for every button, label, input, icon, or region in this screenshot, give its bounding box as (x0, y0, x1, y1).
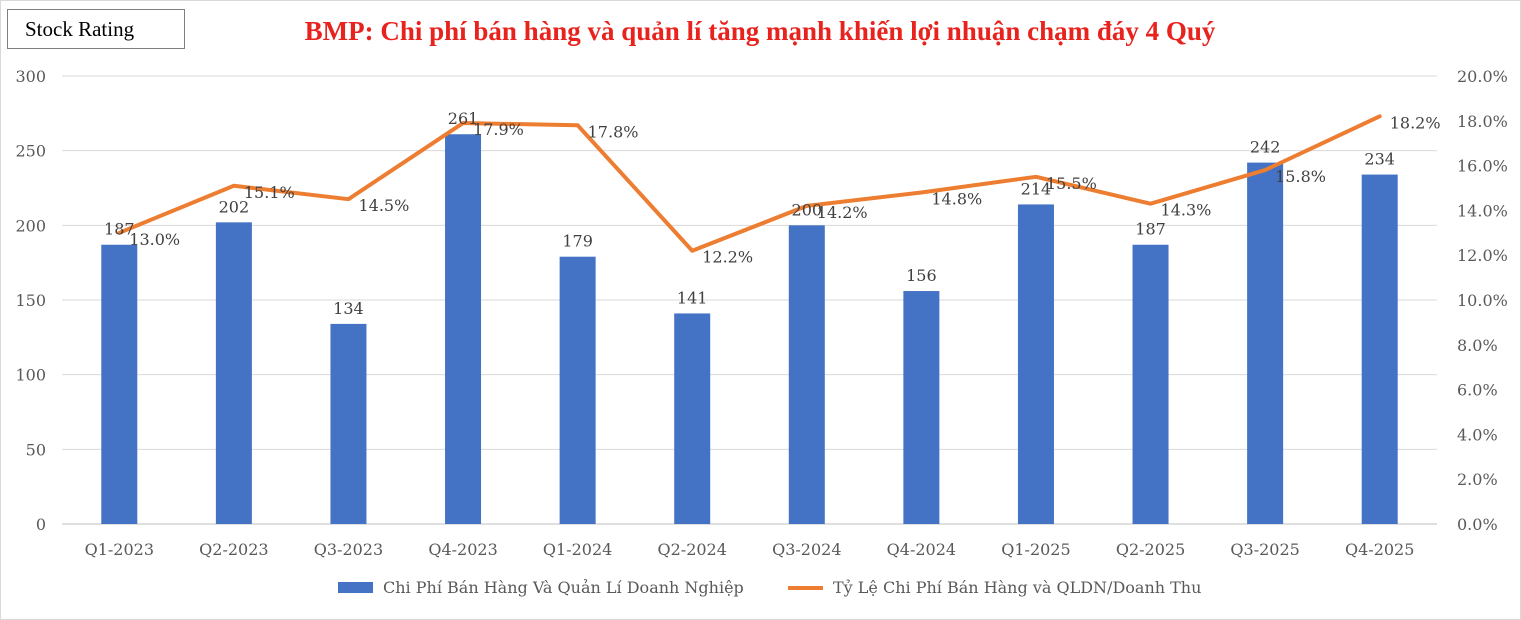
bar (1017, 204, 1054, 524)
bar (101, 244, 138, 524)
bar (674, 313, 711, 524)
bar-data-label: 261 (448, 109, 479, 128)
bar (1132, 244, 1169, 524)
x-tick-label: Q2-2025 (1116, 540, 1185, 559)
x-tick-label: Q1-2023 (85, 540, 154, 559)
stock-rating-badge: Stock Rating (7, 9, 185, 49)
bar (1247, 162, 1284, 524)
y-left-tick-label: 300 (15, 67, 46, 86)
line-data-label: 12.2% (702, 248, 753, 267)
y-right-tick-label: 6.0% (1457, 381, 1498, 400)
bar-data-label: 134 (333, 299, 364, 318)
legend-line-swatch (788, 585, 823, 590)
legend: Chi Phí Bán Hàng Và Quản Lí Doanh Nghiệp… (0, 578, 1521, 602)
y-right-tick-label: 4.0% (1457, 425, 1498, 444)
line-data-label: 14.5% (358, 196, 409, 215)
bar-data-label: 234 (1364, 150, 1395, 169)
bar (215, 222, 252, 524)
y-right-tick-label: 16.0% (1457, 157, 1508, 176)
bar-data-label: 187 (104, 220, 135, 239)
legend-label-bar: Chi Phí Bán Hàng Và Quản Lí Doanh Nghiệp (383, 578, 744, 597)
y-right-tick-label: 14.0% (1457, 201, 1508, 220)
x-tick-label: Q4-2023 (428, 540, 497, 559)
line-data-label: 14.8% (931, 189, 982, 208)
y-right-tick-label: 0.0% (1457, 515, 1498, 534)
bar-data-label: 179 (562, 232, 593, 251)
y-right-tick-label: 20.0% (1457, 67, 1508, 86)
line-data-label: 18.2% (1390, 113, 1441, 132)
bar-data-label: 214 (1021, 179, 1052, 198)
y-left-tick-label: 50 (26, 440, 46, 459)
y-right-tick-label: 8.0% (1457, 336, 1498, 355)
line-data-label: 14.3% (1161, 201, 1212, 220)
bar (445, 134, 482, 525)
line-data-label: 15.8% (1275, 167, 1326, 186)
line-data-label: 17.9% (473, 120, 524, 139)
bar-data-label: 187 (1135, 220, 1166, 239)
line-data-label: 15.1% (244, 183, 295, 202)
legend-bar-swatch (338, 582, 373, 593)
line-data-label: 13.0% (129, 230, 180, 249)
chart-title: BMP: Chi phí bán hàng và quản lí tăng mạ… (304, 16, 1216, 46)
y-left-tick-label: 150 (15, 291, 46, 310)
y-left-tick-label: 200 (15, 216, 46, 235)
bar-data-label: 202 (219, 197, 250, 216)
x-tick-label: Q2-2024 (657, 540, 726, 559)
y-left-tick-label: 0 (36, 515, 46, 534)
bar-data-label: 242 (1250, 138, 1281, 157)
y-right-tick-label: 2.0% (1457, 470, 1498, 489)
y-right-tick-label: 10.0% (1457, 291, 1508, 310)
x-tick-label: Q2-2023 (199, 540, 268, 559)
bar (903, 291, 940, 524)
bar-data-label: 141 (677, 288, 708, 307)
legend-item-line: Tỷ Lệ Chi Phí Bán Hàng và QLDN/Doanh Thu (788, 578, 1201, 597)
y-right-tick-label: 12.0% (1457, 246, 1508, 265)
x-tick-label: Q3-2024 (772, 540, 841, 559)
bar (1361, 174, 1398, 524)
bar (559, 256, 596, 524)
x-tick-label: Q3-2025 (1230, 540, 1299, 559)
line-data-label: 15.5% (1046, 174, 1097, 193)
bar (330, 323, 367, 524)
bar-data-label: 156 (906, 266, 937, 285)
line-series (117, 114, 1382, 253)
y-left-tick-label: 100 (15, 366, 46, 385)
x-tick-label: Q3-2023 (314, 540, 383, 559)
legend-label-line: Tỷ Lệ Chi Phí Bán Hàng và QLDN/Doanh Thu (833, 578, 1202, 597)
x-tick-label: Q1-2024 (543, 540, 612, 559)
x-tick-label: Q1-2025 (1001, 540, 1070, 559)
y-right-tick-label: 18.0% (1457, 112, 1508, 131)
line-data-label: 14.2% (817, 203, 868, 222)
bar (788, 225, 825, 525)
x-tick-label: Q4-2024 (887, 540, 956, 559)
x-tick-label: Q4-2025 (1345, 540, 1414, 559)
bar-data-label: 200 (792, 200, 823, 219)
y-left-tick-label: 250 (15, 142, 46, 161)
legend-item-bar: Chi Phí Bán Hàng Và Quản Lí Doanh Nghiệp (338, 578, 744, 597)
line-data-label: 17.8% (588, 122, 639, 141)
